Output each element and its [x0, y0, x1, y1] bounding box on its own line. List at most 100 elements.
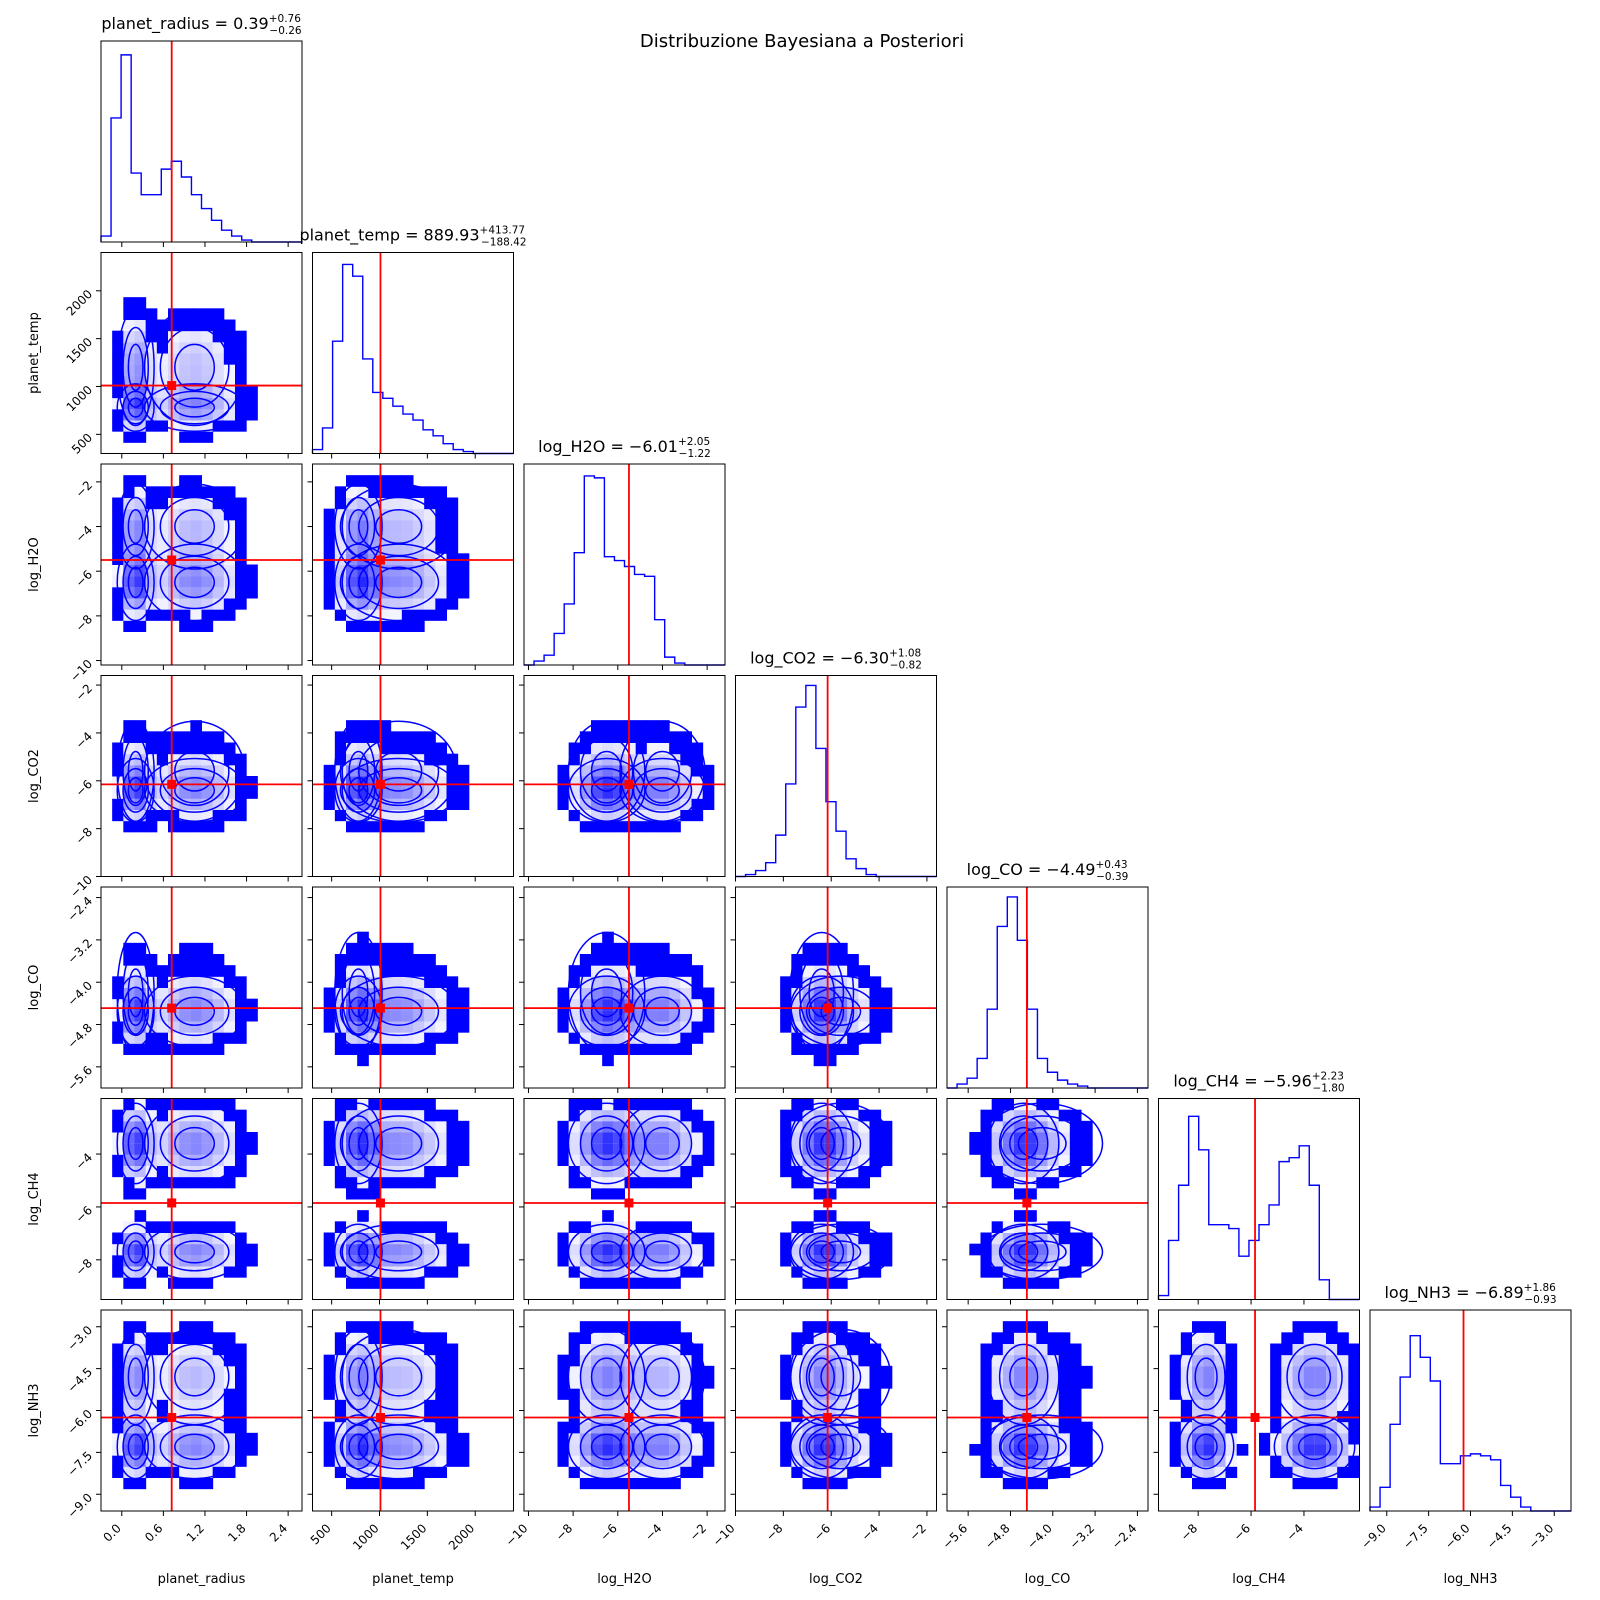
- density-cell: [156, 1399, 169, 1411]
- density-cell: [824, 1444, 837, 1456]
- density-cell: [145, 1109, 158, 1122]
- density-cell: [201, 1466, 214, 1478]
- density-cell: [613, 1444, 625, 1456]
- density-cell: [591, 1399, 603, 1411]
- density-cell: [579, 809, 592, 822]
- density-cell: [635, 1043, 648, 1055]
- density-cell: [190, 1032, 202, 1044]
- density-cell: [357, 1455, 369, 1467]
- contour-line: [1000, 1115, 1085, 1172]
- density-cell: [190, 1365, 202, 1378]
- density-cell: [624, 1343, 637, 1356]
- x-tick-label: −8: [763, 1521, 785, 1543]
- density-cell: [780, 1354, 792, 1367]
- contour-line: [981, 1102, 1104, 1185]
- density-cell: [646, 1143, 659, 1155]
- density-cell: [401, 787, 414, 799]
- density-cell: [379, 531, 392, 543]
- density-cell: [334, 753, 347, 766]
- density-cell: [424, 1388, 436, 1400]
- density-cell: [112, 519, 124, 532]
- contour-line: [116, 543, 155, 622]
- density-cell: [1180, 1421, 1193, 1434]
- density-cell: [323, 1021, 336, 1033]
- density-cell: [1303, 1399, 1316, 1411]
- density-cell: [591, 1421, 603, 1434]
- density-cell: [235, 976, 247, 988]
- density-cell: [1014, 1232, 1026, 1245]
- density-cell: [602, 1176, 614, 1189]
- density-cell: [179, 519, 191, 532]
- density-cell: [658, 1377, 670, 1389]
- density-cell: [836, 1120, 848, 1133]
- density-cell: [1225, 1343, 1238, 1356]
- density-cell: [813, 1455, 826, 1467]
- density-cell: [880, 1243, 893, 1256]
- density-cell: [824, 1154, 837, 1166]
- density-cell: [568, 1109, 581, 1122]
- density-cell: [156, 1243, 169, 1256]
- density-cell: [179, 1432, 191, 1445]
- density-cell: [134, 809, 147, 822]
- density-cell: [702, 1455, 715, 1467]
- density-cell: [201, 420, 214, 432]
- density-cell: [824, 1054, 837, 1067]
- panel-title-log_CH4: log_CH4 = −5.96+2.23 −1.80: [1173, 1071, 1344, 1095]
- density-cell: [1025, 1143, 1037, 1155]
- density-cell: [991, 1154, 1004, 1166]
- density-cell: [435, 564, 447, 577]
- density-cell: [1326, 1432, 1338, 1445]
- contour-line: [116, 1102, 155, 1185]
- density-cell: [235, 1032, 247, 1044]
- density-cell: [368, 1176, 380, 1189]
- panel-title-log_CO2: log_CO2 = −6.30+1.08 −0.82: [750, 648, 922, 672]
- density-cell: [457, 1444, 470, 1456]
- density-cell: [568, 1232, 581, 1245]
- density-cell: [156, 1232, 169, 1245]
- density-cell: [802, 942, 815, 955]
- density-cell: [557, 776, 570, 788]
- contour-line: [143, 1223, 246, 1281]
- density-cell: [1270, 1343, 1282, 1356]
- density-cell: [613, 1032, 625, 1044]
- density-cell: [691, 1410, 704, 1423]
- density-cell: [591, 820, 603, 833]
- density-cell: [1002, 1432, 1015, 1445]
- density-cell: [646, 1165, 659, 1178]
- density-cell: [379, 475, 392, 487]
- density-cell: [1047, 1388, 1060, 1400]
- density-cell: [624, 1455, 637, 1467]
- density-cell: [1348, 1455, 1360, 1467]
- density-cell: [1058, 1243, 1071, 1256]
- density-cell: [134, 319, 147, 332]
- y-tick-label: −10: [67, 657, 95, 685]
- density-cell: [368, 1154, 380, 1166]
- y-tick-label: −4: [73, 729, 95, 751]
- density-cell: [201, 397, 214, 410]
- density-cell: [602, 998, 614, 1011]
- density-cell: [613, 1455, 625, 1467]
- density-cell: [179, 1143, 191, 1155]
- density-cell: [635, 1109, 648, 1122]
- density-cell: [235, 531, 247, 543]
- density-cell: [446, 976, 459, 988]
- density-cell: [602, 1365, 614, 1378]
- density-cell: [1069, 1432, 1082, 1445]
- density-cell: [836, 1232, 848, 1245]
- density-cell: [1002, 1354, 1015, 1367]
- density-cell: [669, 1277, 681, 1289]
- contour-line: [374, 1240, 423, 1264]
- density-cell: [134, 1266, 147, 1278]
- contour-line: [358, 1343, 440, 1411]
- density-cell: [323, 508, 336, 521]
- density-cell: [613, 942, 625, 955]
- density-cell: [613, 1176, 625, 1189]
- density-cell: [1292, 1354, 1305, 1367]
- density-cell: [613, 1266, 625, 1278]
- density-cell: [413, 1098, 425, 1111]
- joint-panel-planet_radius-vs-log_CH4: −8−6−4: [73, 1098, 303, 1305]
- density-cell: [680, 787, 692, 799]
- density-cell: [1236, 1444, 1249, 1456]
- density-cell: [401, 998, 414, 1011]
- density-cell: [190, 330, 202, 343]
